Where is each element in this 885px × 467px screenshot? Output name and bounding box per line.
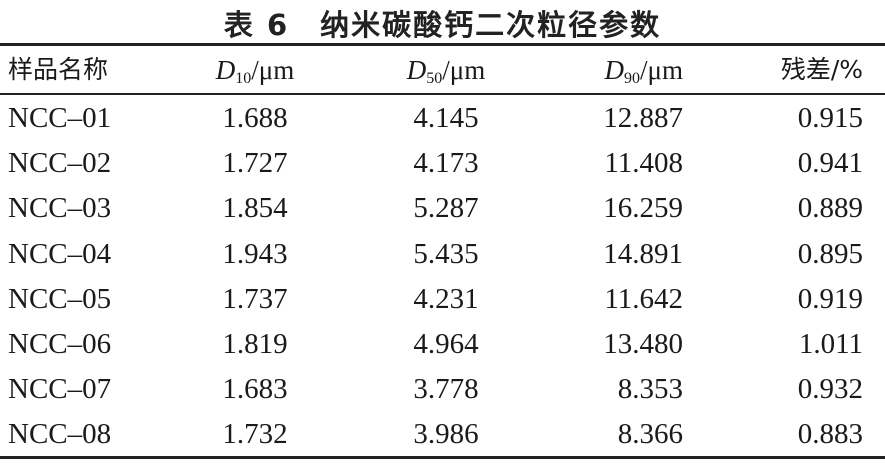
sample-name: NCC–03 [8, 192, 112, 225]
unit: /μm [640, 55, 683, 85]
sample-name: NCC–07 [8, 373, 112, 406]
value-cell: 14.891 [603, 237, 683, 270]
unit: /μm [251, 55, 295, 85]
value-cell: 1.683 [222, 373, 288, 406]
value-cell: 8.353 [617, 373, 683, 406]
value-cell: 0.895 [797, 237, 863, 270]
header-cell: D90/μm [605, 52, 683, 97]
value-cell: 16.259 [603, 192, 683, 225]
value-cell: 1.854 [222, 192, 288, 225]
value-cell: 0.889 [797, 192, 863, 225]
value-cell: 0.919 [797, 282, 863, 315]
bottom-rule [0, 456, 885, 459]
value-cell: 4.231 [413, 282, 479, 315]
value-cell: 5.287 [413, 192, 479, 225]
symbol: D [215, 55, 236, 85]
value-cell: 12.887 [603, 102, 683, 134]
unit: /μm [442, 55, 486, 85]
value-cell: 4.145 [413, 102, 479, 134]
symbol: D [406, 55, 427, 85]
value-cell: 0.883 [797, 418, 863, 451]
header-rule [0, 93, 885, 95]
value-cell: 0.932 [797, 373, 863, 406]
top-rule [0, 43, 885, 46]
value-cell: 0.941 [797, 147, 863, 180]
value-cell: 1.819 [222, 328, 288, 360]
value-cell: 1.727 [222, 147, 288, 180]
value-cell: 1.688 [222, 102, 288, 134]
value-cell: 1.732 [222, 418, 288, 451]
table-title: 表 6 纳米碳酸钙二次粒径参数 [223, 8, 662, 42]
value-cell: 3.986 [413, 418, 479, 451]
value-cell: 1.943 [222, 237, 288, 270]
header-cell: D50/μm [407, 52, 485, 97]
value-cell: 5.435 [413, 237, 479, 270]
sample-name: NCC–04 [8, 237, 112, 270]
header-cell: 样品名称 [8, 55, 109, 84]
value-cell: 11.408 [604, 147, 683, 180]
subscript: 10 [235, 70, 252, 87]
subscript: 50 [426, 70, 443, 87]
header-cell: 残差/% [780, 55, 863, 84]
subscript: 90 [624, 70, 641, 87]
sample-name: NCC–08 [8, 418, 112, 451]
sample-name: NCC–06 [8, 328, 112, 360]
sample-name: NCC–02 [8, 147, 112, 180]
sample-name: NCC–01 [8, 102, 112, 134]
header-cell: D10/μm [216, 52, 294, 97]
value-cell: 8.366 [617, 418, 683, 451]
value-cell: 4.173 [413, 147, 479, 180]
symbol: D [604, 55, 625, 85]
sample-name: NCC–05 [8, 282, 112, 315]
value-cell: 3.778 [413, 373, 479, 406]
value-cell: 1.737 [222, 282, 288, 315]
value-cell: 11.642 [604, 282, 683, 315]
value-cell: 1.011 [798, 328, 863, 360]
value-cell: 0.915 [797, 102, 863, 134]
value-cell: 13.480 [603, 328, 683, 360]
value-cell: 4.964 [413, 328, 479, 360]
